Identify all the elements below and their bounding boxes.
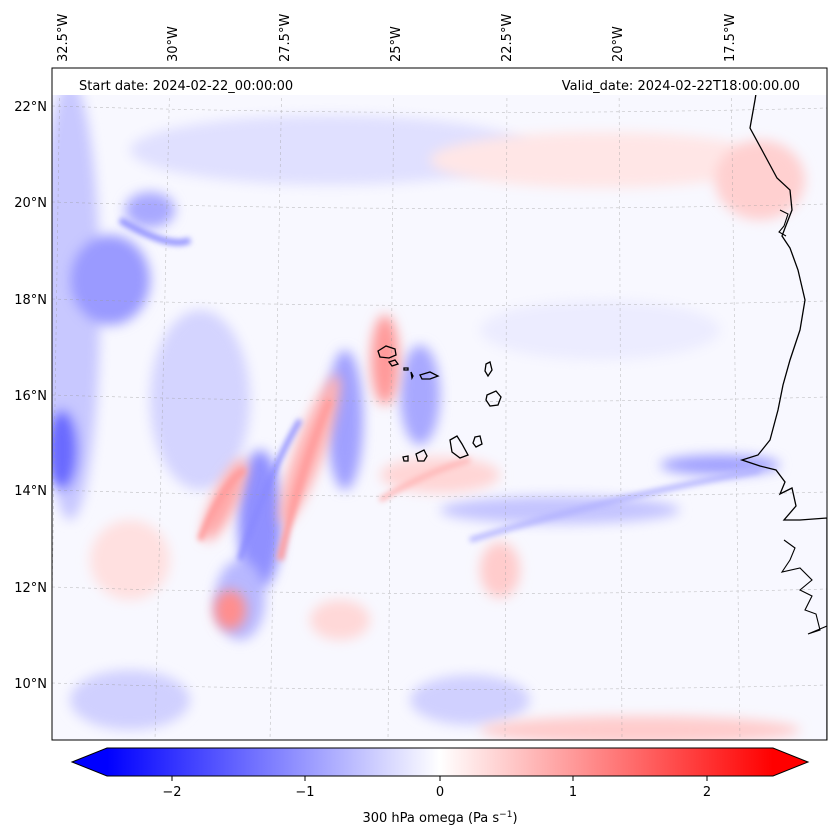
lat-label: 18°N bbox=[14, 293, 47, 308]
gridlines bbox=[52, 68, 827, 740]
colorbar-label-exponent: −1 bbox=[499, 810, 512, 820]
island-santo-antao bbox=[377, 345, 397, 359]
header-band bbox=[52, 68, 827, 95]
omega-field: Start date: 2024-02-22_00:00:00 Valid_da… bbox=[52, 68, 827, 740]
colorbar-tick-label: −1 bbox=[295, 785, 314, 800]
island-santiago bbox=[449, 435, 469, 459]
island-sao-vicente bbox=[387, 359, 400, 367]
colorbar-extend-positive bbox=[773, 748, 808, 776]
colorbar-tick-label: 2 bbox=[703, 785, 711, 800]
island-fogo bbox=[415, 449, 428, 462]
island-boa-vista bbox=[485, 390, 502, 407]
lat-label: 10°N bbox=[14, 677, 47, 692]
lon-label: 17.5°W bbox=[723, 14, 738, 62]
plot-frame bbox=[51, 67, 828, 741]
lat-label: 14°N bbox=[14, 484, 47, 499]
lon-label: 25°W bbox=[389, 26, 404, 62]
gambia-estuary bbox=[780, 539, 827, 635]
start-date-label: Start date: 2024-02-22_00:00:00 bbox=[79, 79, 293, 94]
island-santa-luzia bbox=[403, 367, 409, 371]
longitude-labels: 32.5°W 30°W 27.5°W 25°W 22.5°W 20°W 17.5… bbox=[56, 14, 738, 62]
lon-label: 30°W bbox=[166, 26, 181, 62]
colorbar-gradient bbox=[107, 748, 773, 776]
west-africa-coastline bbox=[739, 68, 827, 740]
lon-label: 20°W bbox=[611, 26, 626, 62]
lat-label: 22°N bbox=[14, 100, 47, 115]
coastline-detail bbox=[778, 209, 789, 237]
colorbar-ticks bbox=[171, 776, 708, 781]
colorbar-label: 300 hPa omega (Pa s−1) bbox=[362, 810, 517, 826]
cape-verde-islands bbox=[377, 345, 502, 462]
island-maio bbox=[472, 435, 483, 448]
colorbar-outline bbox=[70, 747, 810, 777]
latitude-labels: 22°N 20°N 18°N 16°N 14°N 12°N 10°N bbox=[14, 100, 47, 692]
lat-label: 20°N bbox=[14, 196, 47, 211]
island-sao-nicolau bbox=[410, 371, 414, 381]
colorbar-tick-label: 0 bbox=[436, 785, 444, 800]
lon-label: 22.5°W bbox=[500, 14, 515, 62]
colorbar-tick-label: −2 bbox=[162, 785, 181, 800]
lat-label: 16°N bbox=[14, 389, 47, 404]
island-sal bbox=[484, 361, 493, 378]
colorbar-tick-label: 1 bbox=[569, 785, 577, 800]
colorbar-label-main: 300 hPa omega (Pa s bbox=[362, 811, 499, 826]
island-sao-nicolau-east bbox=[419, 371, 440, 380]
lon-label: 27.5°W bbox=[278, 14, 293, 62]
colorbar: −2 −1 0 1 2 300 hPa omega (Pa s−1) bbox=[70, 747, 810, 826]
omega-negative-areas bbox=[52, 80, 780, 730]
lon-label: 32.5°W bbox=[56, 14, 71, 62]
omega-streaks bbox=[118, 217, 761, 561]
colorbar-label-end: ) bbox=[512, 811, 517, 826]
island-brava bbox=[402, 455, 409, 462]
lat-label: 12°N bbox=[14, 581, 47, 596]
colorbar-extend-negative bbox=[72, 748, 107, 776]
valid-date-label: Valid_date: 2024-02-22T18:00:00.00 bbox=[562, 79, 800, 94]
